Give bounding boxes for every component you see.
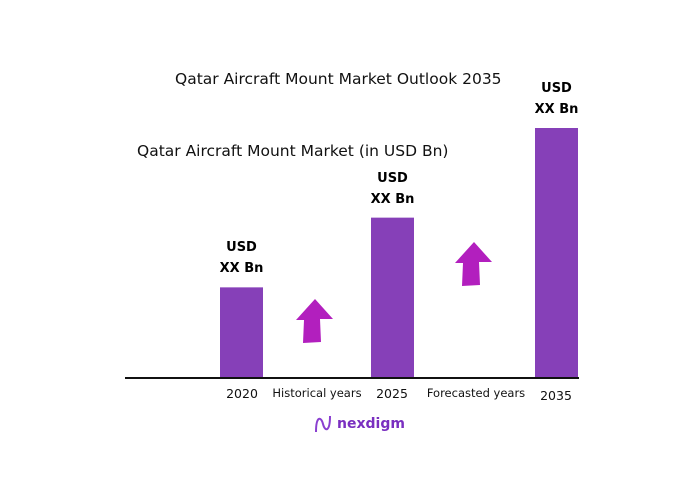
data-label: USD XX Bn	[517, 78, 597, 120]
data-label-line: USD	[541, 81, 572, 96]
logo-text: nexdigm	[337, 416, 405, 432]
data-label-line: USD	[377, 170, 408, 186]
chart-subtitle: Qatar Aircraft Mount Market (in USD Bn)	[137, 142, 449, 160]
data-label: USD XX Bn	[202, 237, 282, 279]
bar-2035	[535, 128, 578, 377]
logo-wave-icon	[315, 415, 331, 433]
period-label: Forecasted years	[426, 386, 526, 400]
data-label: USD XX Bn	[353, 168, 433, 210]
growth-arrow-icon	[296, 299, 333, 343]
bar-2025	[371, 217, 414, 377]
growth-arrow-icon	[455, 242, 492, 286]
data-label-line: XX Bn	[370, 191, 415, 207]
x-tick-label: 2020	[226, 386, 258, 401]
nexdigm-logo: nexdigm	[313, 414, 405, 434]
chart-title: Qatar Aircraft Mount Market Outlook 2035	[175, 70, 502, 88]
x-tick-label: 2025	[376, 386, 408, 401]
x-tick-label: 2035	[540, 388, 572, 403]
data-label-line: XX Bn	[219, 261, 264, 277]
period-label: Historical years	[272, 386, 362, 400]
data-label-line: XX Bn	[534, 102, 579, 117]
bar-2020	[220, 287, 263, 377]
data-label-line: USD	[226, 240, 257, 256]
